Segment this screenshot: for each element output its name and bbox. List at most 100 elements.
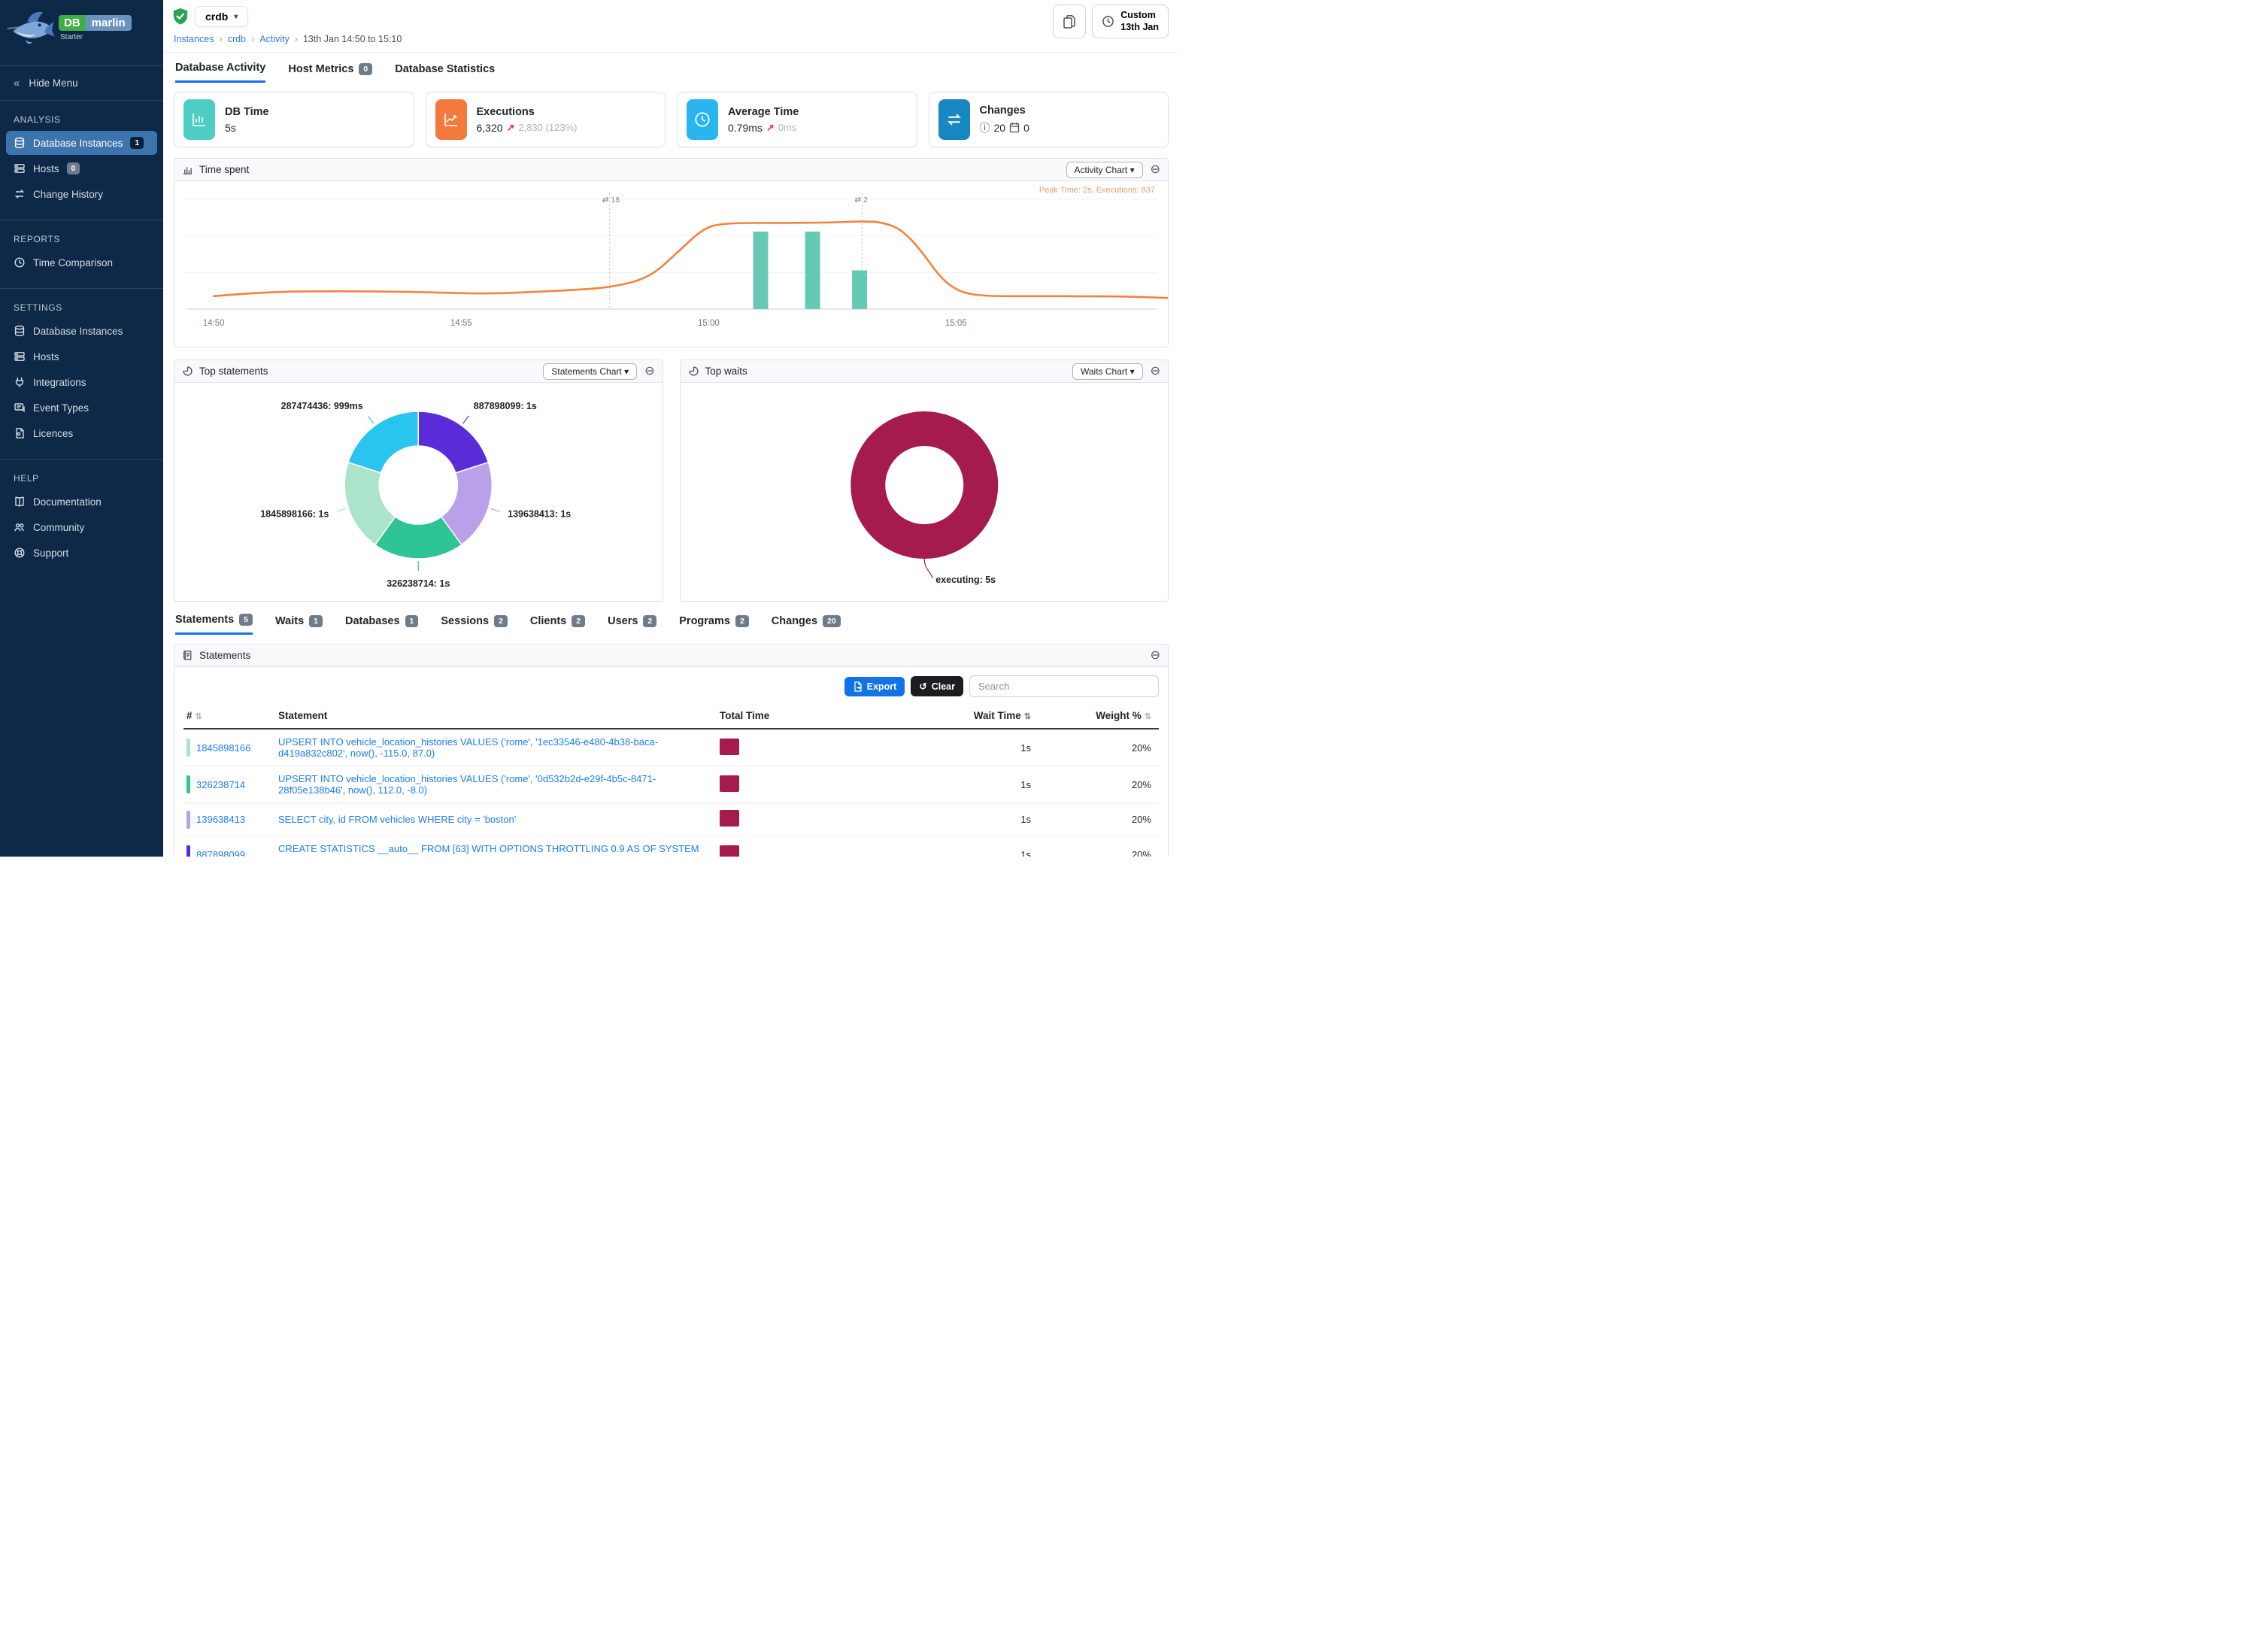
copy-button[interactable]	[1053, 5, 1087, 39]
sidebar-item-integrations[interactable]: Integrations	[6, 370, 157, 394]
sidebar-item-time-comparison[interactable]: Time Comparison	[6, 250, 157, 274]
sidebar-item-database-instances[interactable]: Database Instances 1	[6, 131, 157, 155]
sidebar-item-licences[interactable]: Licences	[6, 421, 157, 445]
activity-chart-selector[interactable]: Activity Chart ▾	[1066, 161, 1143, 178]
top-statements-donut-chart[interactable]: 887898099: 1s 139638413: 1s 326238714: 1s 1…	[174, 383, 663, 597]
peak-annotation: Peak Time: 2s, Executions: 837	[1039, 186, 1155, 195]
tab-database-statistics[interactable]: Database Statistics	[395, 62, 495, 83]
double-chevron-left-icon: «	[14, 77, 20, 89]
sidebar-item-community[interactable]: Community	[6, 515, 157, 539]
table-row[interactable]: 139638413 SELECT city, id FROM vehicles …	[183, 803, 1159, 836]
donut-segment[interactable]	[347, 411, 419, 474]
wait-time-value: 1s	[1020, 778, 1031, 790]
statement-sql-link[interactable]: UPSERT INTO vehicle_location_histories V…	[278, 773, 656, 796]
sidebar-item-label: Integrations	[33, 376, 86, 388]
statement-sql-link[interactable]: CREATE STATISTICS __auto__ FROM [63] WIT…	[278, 843, 699, 857]
column-wait-time[interactable]: Wait Time ⇅	[973, 710, 1031, 721]
weight-value: 20%	[1131, 742, 1151, 754]
tab-databases[interactable]: Databases 1	[345, 614, 419, 635]
card-title: Average Time	[728, 105, 799, 118]
card-value: 6,320	[476, 121, 503, 134]
statement-id-link[interactable]: 139638413	[196, 814, 246, 825]
statement-color-chip	[186, 810, 190, 829]
sidebar-item-label: Community	[33, 521, 85, 533]
sidebar-item-support[interactable]: Support	[6, 541, 157, 565]
waits-chart-selector[interactable]: Waits Chart ▾	[1072, 362, 1143, 380]
tab-label: Clients	[529, 614, 567, 627]
donut-panels-row: Top statements Statements Chart ▾ ⊖ 8878…	[174, 359, 1169, 602]
pie-chart-icon	[183, 366, 193, 376]
statement-id-link[interactable]: 326238714	[196, 778, 246, 790]
collapse-panel-icon[interactable]: ⊖	[1150, 162, 1160, 176]
breadcrumb-crdb[interactable]: crdb	[227, 34, 247, 44]
card-value: 5s	[225, 121, 236, 134]
change-marker-label[interactable]: ⇄ 18	[602, 196, 620, 205]
tab-statements[interactable]: Statements 5	[175, 614, 253, 635]
app-logo: DB marlin Starter	[0, 0, 163, 55]
time-range-button[interactable]: Custom 13th Jan	[1092, 5, 1169, 39]
sidebar-item-hosts[interactable]: Hosts 0	[6, 156, 157, 180]
sort-icon[interactable]: ⇅	[1144, 712, 1151, 721]
change-marker-label[interactable]: ⇄ 2	[854, 196, 868, 205]
server-icon	[14, 352, 25, 361]
statement-list-icon	[183, 651, 192, 660]
sidebar-item-documentation[interactable]: Documentation	[6, 490, 157, 514]
executions-bar[interactable]	[753, 231, 769, 309]
executions-bar[interactable]	[852, 270, 868, 310]
db-time-line[interactable]	[212, 220, 1179, 301]
sidebar-item-change-history[interactable]: Change History	[6, 182, 157, 206]
clear-button[interactable]: ↺ Clear	[911, 676, 963, 696]
export-button[interactable]: Export	[844, 676, 905, 696]
label-leader-line	[490, 508, 500, 512]
sort-icon[interactable]: ⇅	[1023, 712, 1031, 721]
instance-selector-button[interactable]: crdb ▾	[195, 6, 249, 27]
search-input[interactable]	[969, 675, 1159, 697]
statements-chart-selector[interactable]: Statements Chart ▾	[543, 362, 638, 380]
collapse-panel-icon[interactable]: ⊖	[644, 364, 655, 378]
sidebar-item-settings-hosts[interactable]: Hosts	[6, 344, 157, 369]
column-weight[interactable]: Weight % ⇅	[1096, 710, 1151, 721]
column-num[interactable]: # ⇅	[186, 710, 202, 721]
tab-waits[interactable]: Waits 1	[275, 614, 323, 635]
panel-title: Time spent	[199, 164, 250, 175]
statements-panel: Statements ⊖ Export ↺ Clear #⇅ Statement…	[174, 644, 1169, 857]
tab-changes[interactable]: Changes 20	[772, 614, 841, 635]
statement-id-link[interactable]: 887898099	[196, 848, 246, 857]
executions-bar[interactable]	[805, 231, 820, 309]
statement-sql-link[interactable]: UPSERT INTO vehicle_location_histories V…	[278, 736, 659, 759]
tab-programs[interactable]: Programs 2	[679, 614, 749, 635]
time-range-date: 13th Jan	[1120, 21, 1159, 32]
hide-menu-button[interactable]: « Hide Menu	[0, 65, 163, 101]
section-title: SETTINGS	[14, 302, 62, 313]
sidebar-item-event-types[interactable]: Event Types	[6, 396, 157, 420]
donut-segment[interactable]	[417, 411, 490, 474]
card-executions: Executions 6,320 ↗ 2,830 (123%)	[425, 92, 666, 147]
breadcrumb-activity[interactable]: Activity	[259, 34, 290, 44]
sidebar-item-settings-database-instances[interactable]: Database Instances	[6, 319, 157, 343]
wordmark: DB marlin	[59, 15, 132, 31]
tab-clients[interactable]: Clients 2	[529, 614, 586, 635]
sort-icon[interactable]: ⇅	[195, 712, 202, 721]
plug-icon	[15, 378, 24, 387]
top-waits-donut-chart[interactable]: executing: 5s	[681, 383, 1169, 597]
table-row[interactable]: 326238714 UPSERT INTO vehicle_location_h…	[183, 766, 1159, 803]
tab-database-activity[interactable]: Database Activity	[175, 62, 266, 83]
collapse-panel-icon[interactable]: ⊖	[1150, 364, 1160, 378]
tab-label: Databases	[345, 614, 400, 627]
statement-sql-link[interactable]: SELECT city, id FROM vehicles WHERE city…	[278, 814, 517, 825]
table-row[interactable]: 887898099 CREATE STATISTICS __auto__ FRO…	[183, 836, 1159, 857]
tab-sessions[interactable]: Sessions 2	[441, 614, 508, 635]
statement-id-link[interactable]: 1845898166	[196, 742, 251, 754]
time-spent-chart[interactable]: 14:50 14:55 15:00 15:05 ⇄ 18 ⇄ 2 Peak Time: 2s…	[174, 181, 1179, 343]
bar-chart-icon	[183, 167, 193, 174]
panel-title: Statements	[199, 650, 251, 661]
tab-host-metrics[interactable]: Host Metrics 0	[288, 62, 373, 83]
page-tabs: Database Activity Host Metrics 0 Databas…	[163, 53, 1179, 83]
table-row[interactable]: 1845898166 UPSERT INTO vehicle_location_…	[183, 729, 1159, 766]
breadcrumb-instances[interactable]: Instances	[174, 34, 214, 44]
column-total-time: Total Time	[720, 710, 770, 721]
donut-segment[interactable]	[850, 411, 998, 559]
tab-label: Sessions	[441, 614, 490, 627]
collapse-panel-icon[interactable]: ⊖	[1150, 648, 1160, 662]
tab-users[interactable]: Users 2	[608, 614, 657, 635]
